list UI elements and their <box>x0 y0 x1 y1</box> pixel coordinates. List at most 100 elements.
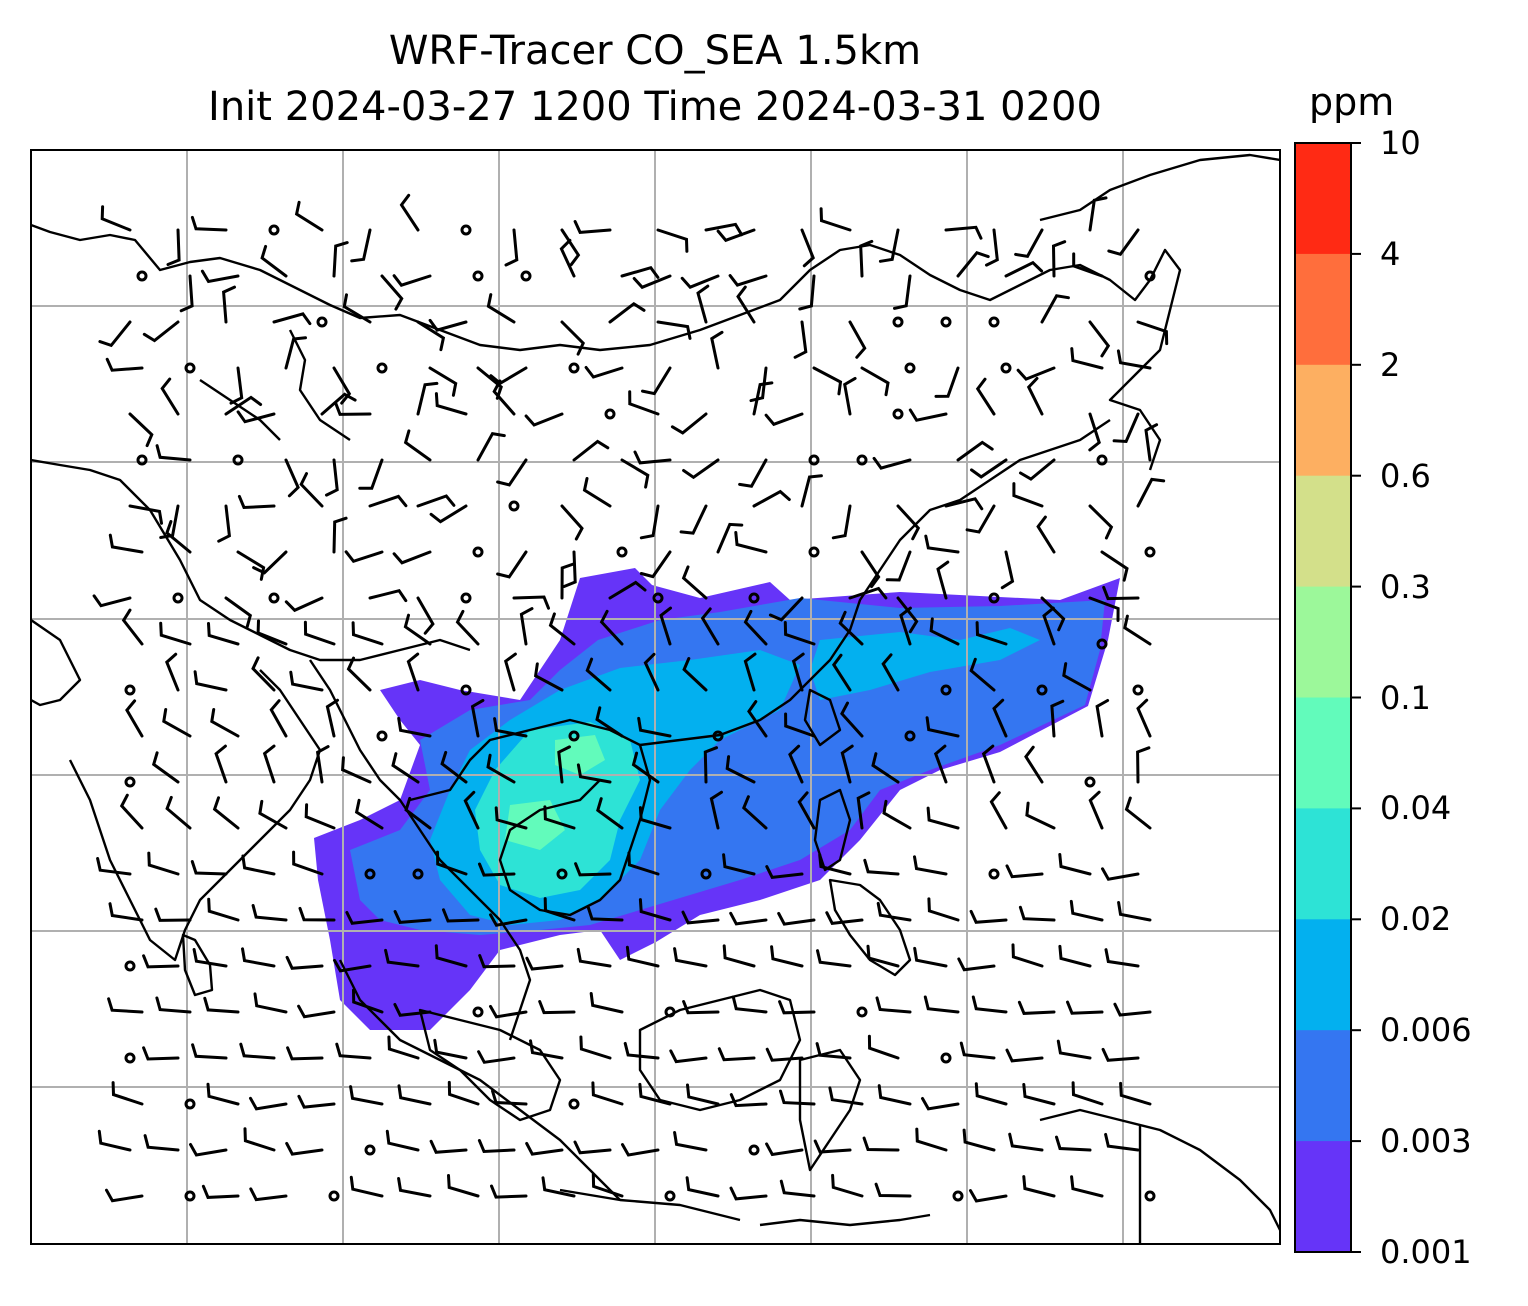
calm-wind-marker <box>904 362 916 374</box>
wind-barb <box>249 1187 288 1202</box>
wind-barb <box>631 751 660 784</box>
wind-barb <box>192 948 228 968</box>
wind-barb <box>341 756 372 784</box>
wind-barb <box>393 910 432 924</box>
wind-barb <box>924 534 960 554</box>
calm-wind-marker <box>520 270 532 282</box>
calm-wind-marker <box>124 1052 136 1064</box>
wind-barb <box>1136 698 1152 738</box>
wind-barb <box>828 1086 864 1106</box>
wind-barb <box>416 320 446 352</box>
wind-barb <box>816 949 852 968</box>
wind-barb <box>298 906 336 922</box>
wind-barb <box>765 1047 804 1062</box>
map-title-line1: WRF-Tracer CO_SEA 1.5km <box>388 28 922 74</box>
wind-barb <box>297 1004 336 1019</box>
wind-barb <box>673 1131 708 1152</box>
wind-barb <box>334 401 372 416</box>
calm-wind-marker <box>232 454 244 466</box>
wind-barb <box>641 366 672 396</box>
wind-barb <box>798 274 816 311</box>
wind-barb <box>236 410 276 424</box>
calm-wind-marker <box>136 270 148 282</box>
wind-barb <box>749 366 768 403</box>
wind-barb <box>229 366 244 405</box>
wind-barb <box>682 458 720 480</box>
wind-barb <box>393 1003 432 1017</box>
calm-wind-marker <box>652 592 664 604</box>
wind-barb <box>791 652 805 692</box>
wind-barb <box>1100 550 1129 582</box>
wind-barb <box>818 853 852 876</box>
colorbar-tick-label: 0.1 <box>1380 678 1431 717</box>
wind-barb <box>1036 515 1056 554</box>
wind-barb <box>752 381 774 416</box>
wind-barb <box>201 1184 240 1199</box>
wind-barb <box>160 377 180 416</box>
calm-wind-marker <box>1096 638 1108 650</box>
wind-barb <box>908 408 948 422</box>
calm-wind-marker <box>904 730 916 742</box>
calm-wind-marker <box>124 684 136 696</box>
calm-wind-marker <box>1084 776 1096 788</box>
wind-barb <box>573 220 612 234</box>
wind-barb <box>574 862 612 877</box>
wind-barb <box>989 791 1008 830</box>
wind-barb <box>800 474 823 508</box>
wind-barb <box>1024 745 1044 784</box>
colorbar-tick-label: 4 <box>1380 234 1401 273</box>
wind-barb <box>923 995 960 1014</box>
calm-wind-marker <box>460 592 472 604</box>
wind-barb <box>974 1082 1008 1106</box>
wind-barb <box>434 392 468 416</box>
wind-barb <box>579 1035 612 1060</box>
wind-barb <box>1113 1002 1152 1017</box>
wind-barb <box>463 790 480 830</box>
wind-barb <box>562 550 577 588</box>
wind-barb <box>872 456 912 470</box>
wind-barb <box>1040 596 1066 632</box>
wind-barb <box>332 516 348 554</box>
wind-barb <box>1042 606 1056 646</box>
wind-barb <box>572 439 610 462</box>
wind-barb <box>685 1176 720 1198</box>
wind-barb <box>346 656 372 692</box>
wind-barb <box>669 1049 708 1064</box>
wind-barb <box>1016 366 1056 381</box>
wind-barb <box>97 1129 132 1152</box>
wind-barb <box>128 412 154 448</box>
wind-barb <box>599 609 624 646</box>
wind-barb <box>591 1081 624 1106</box>
calm-wind-marker <box>856 1006 868 1018</box>
calm-wind-marker <box>268 224 280 236</box>
wind-barb <box>1004 260 1044 278</box>
wind-barb <box>154 907 192 922</box>
calm-wind-marker <box>1096 454 1108 466</box>
wind-barb <box>956 440 994 462</box>
calm-wind-marker <box>508 500 520 512</box>
wind-barb <box>595 706 624 738</box>
wind-barb <box>1017 1000 1056 1015</box>
wind-barb <box>800 228 815 268</box>
co-plume <box>314 568 1120 1030</box>
wind-barb <box>1062 662 1092 692</box>
wind-barb <box>933 744 948 784</box>
wind-barb <box>856 791 871 830</box>
wind-barb <box>926 806 960 830</box>
wind-barb <box>351 621 384 646</box>
wind-barb <box>1056 1039 1092 1060</box>
wind-barb <box>241 947 276 968</box>
wind-barb <box>433 1038 468 1060</box>
wind-barb <box>779 1179 816 1198</box>
colorbar-segment <box>1295 919 1351 1031</box>
colorbar-segment <box>1295 808 1351 920</box>
calm-wind-marker <box>892 316 904 328</box>
wind-barb <box>333 958 372 973</box>
wind-barb <box>573 1140 612 1155</box>
wind-barb <box>608 580 647 600</box>
wind-barb <box>956 250 990 278</box>
wind-barb <box>243 1127 276 1152</box>
wind-barb <box>236 550 266 581</box>
wind-barb <box>738 458 768 488</box>
